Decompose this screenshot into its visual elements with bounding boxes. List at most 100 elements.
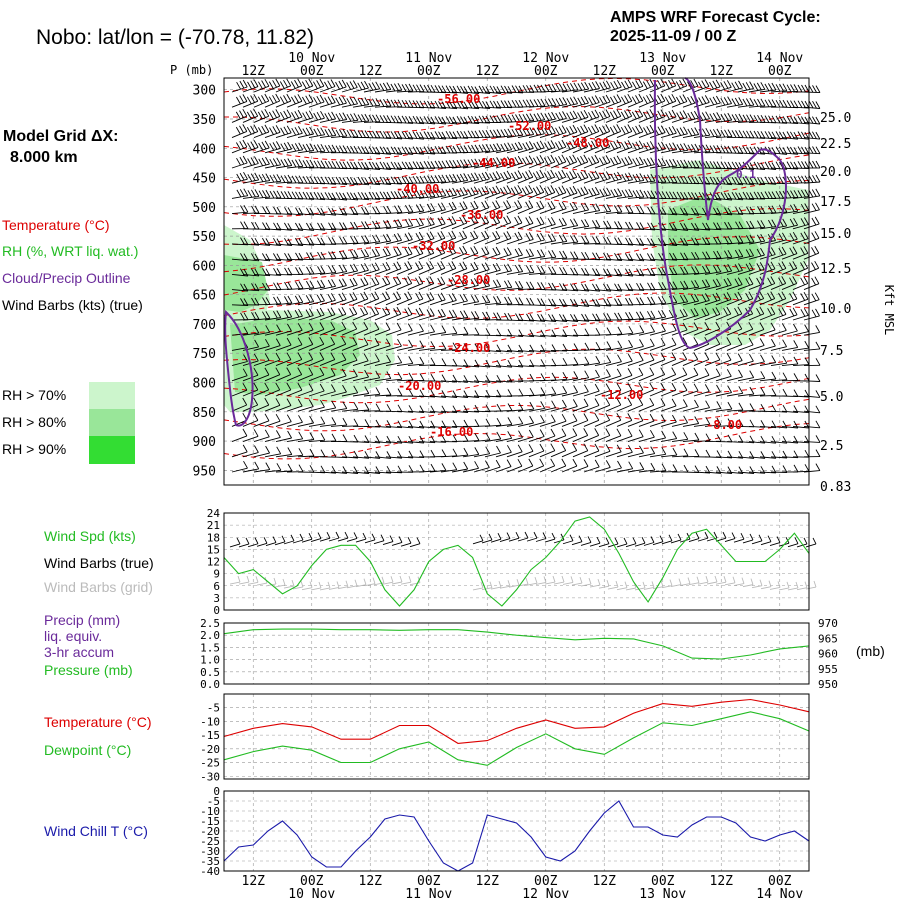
wind-barb [275, 302, 292, 306]
wind-barb-feather [495, 215, 501, 223]
wind-barb [660, 315, 677, 321]
wind-barb-feather [434, 116, 440, 124]
wind-barb-feather [625, 221, 630, 230]
wind-barb [231, 451, 248, 458]
wind-barb-feather [503, 186, 508, 195]
surface-wind-barb-feather [650, 536, 655, 543]
wind-barb [671, 389, 688, 397]
wind-barb-feather [280, 143, 286, 151]
wind-barb-feather [254, 189, 260, 197]
wind-barb-feather [642, 96, 648, 104]
wind-barb-feather [302, 144, 308, 152]
wind-barb-feather [555, 142, 560, 150]
wind-barb-feather [764, 191, 770, 199]
wind-barb [583, 131, 599, 139]
wind-barb-feather [540, 84, 546, 93]
temperature-panel-tick-label: -10 [200, 715, 220, 728]
wind-barb-feather [650, 173, 656, 182]
wind-barb-feather [749, 248, 754, 257]
wind-barb-feather [375, 130, 381, 139]
wind-barb [704, 375, 721, 382]
wind-barb-feather [313, 97, 318, 105]
wind-barb-feather [415, 204, 421, 212]
wind-barb-feather [287, 158, 293, 166]
wind-barb-feather [371, 82, 377, 90]
label-pressure-unit: (mb) [856, 643, 885, 659]
wind-barb-feather [467, 100, 473, 109]
time-tick-label-bottom: 00Z [300, 874, 324, 889]
wind-barb [627, 115, 643, 123]
wind-barb [484, 438, 501, 443]
wind-barb-feather [792, 291, 798, 300]
wind-barb-feather [660, 382, 666, 391]
wind-barb-feather [771, 191, 777, 199]
wind-barb-feather [319, 94, 325, 103]
wind-barb-feather [297, 337, 303, 345]
wind-barb [539, 421, 556, 427]
wind-barb-feather [793, 217, 798, 226]
wind-barb-feather [737, 321, 743, 330]
wind-barb-feather [792, 307, 798, 316]
grid-wind-barb [571, 582, 583, 586]
wind-barb-feather [702, 237, 707, 245]
wind-barb-feather [419, 203, 425, 212]
wind-barb-feather [316, 111, 322, 120]
wind-barb-feather [639, 325, 645, 333]
wind-barb [363, 167, 380, 171]
wind-barb [572, 289, 589, 292]
surface-wind-barb [688, 538, 700, 542]
wind-barb-feather [550, 185, 556, 193]
wind-barb-feather [704, 79, 710, 87]
wind-barb-feather [521, 187, 527, 196]
wind-barb-feather [503, 201, 508, 209]
wind-barb-feather [371, 249, 377, 257]
wind-barb-feather [814, 260, 820, 269]
wind-barb-feather [602, 156, 608, 164]
wind-speed-line [223, 516, 810, 607]
wind-barb-feather [264, 140, 270, 149]
wind-barb-feather [804, 175, 810, 183]
wind-barb-feather [583, 154, 589, 163]
wind-barb-feather [742, 130, 748, 139]
wind-barb-feather [731, 130, 737, 138]
wind-barb-feather [242, 79, 248, 88]
wind-barb [484, 424, 502, 427]
wind-barb [561, 225, 578, 230]
wind-barb-feather [768, 205, 773, 214]
wind-barb [572, 434, 588, 443]
wind-barb-feather [364, 97, 370, 105]
wind-barb-feather [496, 328, 502, 337]
wind-barb [275, 344, 292, 351]
wind-barb [748, 471, 765, 474]
wind-barb-feather [746, 98, 751, 106]
wind-barb-feather [301, 81, 307, 89]
surface-wind-barb [562, 540, 574, 545]
wind-barb [792, 152, 810, 155]
surface-wind-barb [652, 541, 664, 546]
wind-barb-feather [331, 111, 336, 120]
wind-barb-feather [481, 172, 487, 181]
wind-barb-feather [594, 443, 600, 452]
wind-barb-feather [489, 173, 494, 181]
wind-barb-feather [438, 85, 443, 93]
wind-barb-feather [661, 295, 667, 304]
wind-barb [429, 410, 446, 414]
surface-wind-barb-feather [299, 533, 304, 541]
wind-barb-feather [283, 126, 289, 135]
wind-barb-feather [342, 95, 347, 104]
wind-barb [616, 419, 632, 427]
pressure-panel-tick-label: 0.5 [200, 666, 220, 679]
wind-barb-feather [606, 369, 611, 377]
wind-barb [748, 88, 765, 93]
wind-barb-feather [243, 171, 248, 180]
wind-barb-feather [660, 337, 666, 346]
wind-barb-feather [507, 403, 513, 411]
wind-barb-feather [756, 248, 762, 257]
wind-barb [792, 314, 809, 321]
time-tick-label-bottom: 00Z [534, 874, 558, 889]
wind-barb [704, 135, 721, 139]
surface-wind-barb [490, 538, 502, 543]
wind-barb-feather [496, 143, 502, 151]
wind-barb-feather [405, 176, 410, 184]
wind-barb-feather [625, 297, 630, 306]
